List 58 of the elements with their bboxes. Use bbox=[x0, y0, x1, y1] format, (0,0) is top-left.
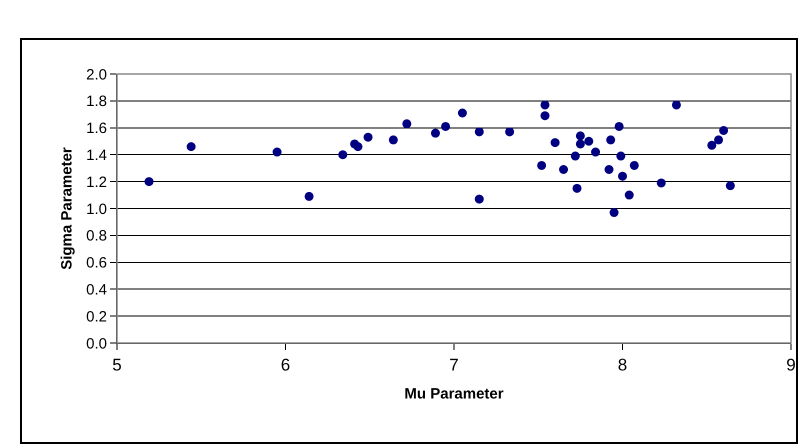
point bbox=[614, 122, 624, 131]
point bbox=[576, 139, 585, 148]
y-tick-label: 1.8 bbox=[86, 93, 107, 110]
y-tick-label: 0.4 bbox=[86, 281, 107, 298]
x-tick-label: 6 bbox=[280, 355, 290, 374]
point bbox=[505, 127, 514, 136]
point bbox=[540, 100, 550, 110]
point bbox=[572, 184, 582, 193]
point bbox=[144, 177, 154, 186]
point bbox=[672, 100, 681, 110]
y-tick-label: 1.6 bbox=[86, 120, 107, 138]
point bbox=[584, 136, 594, 146]
point bbox=[402, 119, 412, 128]
point bbox=[656, 178, 666, 188]
x-tick-label: 5 bbox=[112, 355, 122, 374]
point bbox=[604, 165, 614, 174]
point bbox=[474, 127, 484, 136]
point bbox=[606, 135, 616, 144]
point bbox=[186, 142, 196, 152]
point bbox=[537, 160, 546, 170]
point bbox=[304, 192, 314, 201]
point bbox=[474, 194, 484, 204]
point bbox=[707, 140, 716, 150]
y-axis-title: Sigma Parameter bbox=[58, 147, 76, 270]
point bbox=[610, 208, 619, 218]
y-tick-label: 1.0 bbox=[86, 200, 107, 218]
point bbox=[353, 142, 362, 152]
point bbox=[559, 165, 568, 174]
point bbox=[616, 152, 626, 161]
point bbox=[338, 150, 348, 160]
y-tick-label: 0.8 bbox=[86, 228, 107, 245]
point bbox=[272, 148, 282, 157]
point bbox=[430, 128, 440, 138]
point bbox=[570, 152, 580, 161]
point bbox=[364, 132, 373, 142]
point bbox=[618, 172, 627, 181]
point bbox=[441, 122, 450, 131]
x-tick-label: 9 bbox=[786, 355, 796, 374]
x-tick-label: 7 bbox=[449, 355, 459, 374]
point bbox=[726, 181, 735, 190]
point bbox=[719, 126, 728, 135]
y-tick-label: 2.0 bbox=[86, 66, 107, 84]
point bbox=[714, 135, 724, 144]
point bbox=[458, 108, 467, 118]
y-tick-label: 0.0 bbox=[86, 335, 107, 352]
y-tick-label: 0.2 bbox=[86, 308, 107, 326]
point bbox=[591, 148, 600, 157]
point bbox=[540, 111, 550, 120]
point bbox=[624, 190, 634, 200]
x-tick-label: 8 bbox=[618, 355, 628, 374]
x-axis-title: Mu Parameter bbox=[404, 385, 504, 402]
y-tick-label: 1.4 bbox=[86, 146, 107, 164]
point bbox=[576, 131, 585, 140]
point bbox=[550, 138, 560, 148]
point bbox=[630, 160, 639, 170]
y-tick-label: 0.6 bbox=[86, 254, 107, 272]
y-tick-label: 1.2 bbox=[86, 174, 107, 191]
point bbox=[388, 135, 398, 144]
